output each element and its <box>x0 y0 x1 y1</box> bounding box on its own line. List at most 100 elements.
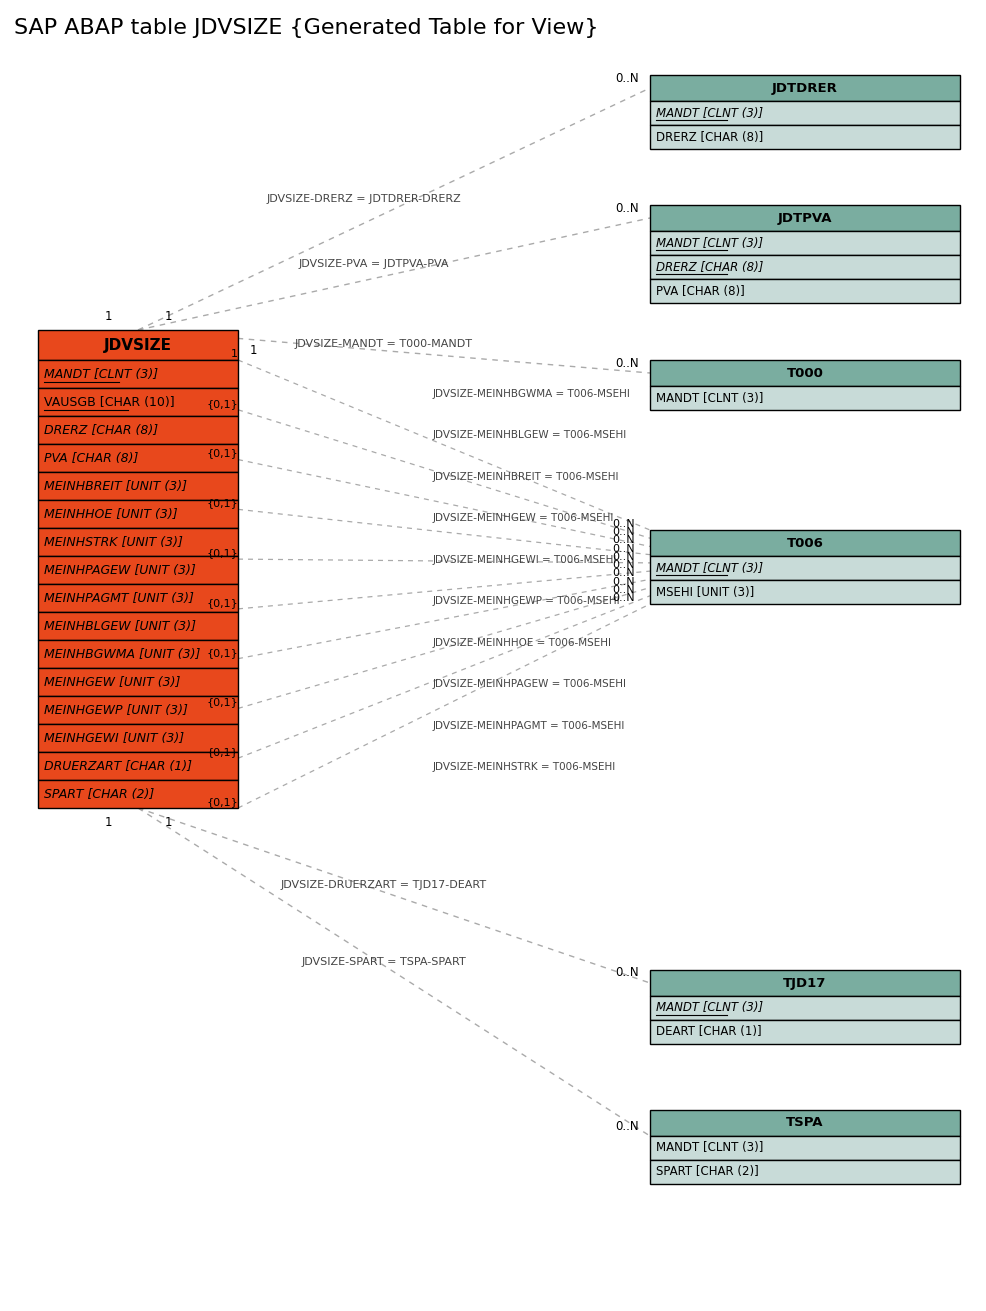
Text: 0..N: 0..N <box>611 593 634 603</box>
Text: MEINHBREIT [UNIT (3)]: MEINHBREIT [UNIT (3)] <box>44 480 186 493</box>
Bar <box>650 556 959 579</box>
Text: PVA [CHAR (8)]: PVA [CHAR (8)] <box>44 451 138 464</box>
Text: 1: 1 <box>164 815 172 829</box>
Bar <box>650 579 959 604</box>
Text: {0,1}: {0,1} <box>206 697 238 708</box>
Text: MANDT [CLNT (3)]: MANDT [CLNT (3)] <box>656 236 762 249</box>
Bar <box>38 669 238 696</box>
Bar <box>38 780 238 808</box>
Text: MEINHGEW [UNIT (3)]: MEINHGEW [UNIT (3)] <box>44 675 180 688</box>
Text: 0..N: 0..N <box>611 519 634 530</box>
Text: MEINHGEWI [UNIT (3)]: MEINHGEWI [UNIT (3)] <box>44 732 184 745</box>
Text: JDVSIZE-SPART = TSPA-SPART: JDVSIZE-SPART = TSPA-SPART <box>302 957 466 968</box>
Bar <box>650 75 959 101</box>
Text: JDVSIZE-MEINHGEW = T006-MSEHI: JDVSIZE-MEINHGEW = T006-MSEHI <box>432 514 613 523</box>
Text: {0,1}: {0,1} <box>206 448 238 459</box>
Bar <box>650 530 959 556</box>
Text: {0,1}: {0,1} <box>206 648 238 658</box>
Text: 0..N: 0..N <box>611 552 634 562</box>
Bar <box>650 1020 959 1044</box>
Text: TSPA: TSPA <box>786 1117 823 1130</box>
Text: 0..N: 0..N <box>614 202 638 215</box>
Bar <box>650 231 959 256</box>
Text: MSEHI [UNIT (3)]: MSEHI [UNIT (3)] <box>656 586 753 599</box>
Text: T006: T006 <box>786 536 822 549</box>
Text: JDVSIZE-MEINHGEWP = T006-MSEHI: JDVSIZE-MEINHGEWP = T006-MSEHI <box>432 597 619 606</box>
Text: 0..N: 0..N <box>611 585 634 595</box>
Bar <box>38 499 238 528</box>
Text: 0..N: 0..N <box>611 560 634 570</box>
Text: DEART [CHAR (1)]: DEART [CHAR (1)] <box>656 1025 761 1038</box>
Text: 0..N: 0..N <box>611 535 634 545</box>
Text: JDVSIZE-MEINHPAGMT = T006-MSEHI: JDVSIZE-MEINHPAGMT = T006-MSEHI <box>432 721 624 730</box>
Bar <box>650 1137 959 1160</box>
Bar <box>38 416 238 444</box>
Text: 1: 1 <box>105 815 111 829</box>
Text: JDVSIZE-DRUERZART = TJD17-DEART: JDVSIZE-DRUERZART = TJD17-DEART <box>281 881 486 890</box>
Text: {0,1}: {0,1} <box>206 399 238 409</box>
Text: JDVSIZE: JDVSIZE <box>104 337 172 353</box>
Text: MANDT [CLNT (3)]: MANDT [CLNT (3)] <box>656 106 762 119</box>
Text: MEINHSTRK [UNIT (3)]: MEINHSTRK [UNIT (3)] <box>44 535 182 548</box>
Bar <box>650 205 959 231</box>
Bar <box>650 361 959 385</box>
Text: MANDT [CLNT (3)]: MANDT [CLNT (3)] <box>44 367 158 380</box>
Bar <box>38 444 238 472</box>
Bar <box>650 125 959 149</box>
Text: SAP ABAP table JDVSIZE {Generated Table for View}: SAP ABAP table JDVSIZE {Generated Table … <box>14 18 598 38</box>
Text: JDVSIZE-MEINHPAGEW = T006-MSEHI: JDVSIZE-MEINHPAGEW = T006-MSEHI <box>432 679 625 690</box>
Text: 0..N: 0..N <box>614 1120 638 1133</box>
Text: JDVSIZE-MEINHBLGEW = T006-MSEHI: JDVSIZE-MEINHBLGEW = T006-MSEHI <box>432 430 626 440</box>
Text: {0,1}: {0,1} <box>206 797 238 808</box>
Text: MEINHBGWMA [UNIT (3)]: MEINHBGWMA [UNIT (3)] <box>44 648 200 661</box>
Text: PVA [CHAR (8)]: PVA [CHAR (8)] <box>656 284 744 298</box>
Text: JDTPVA: JDTPVA <box>777 211 831 224</box>
Bar <box>650 256 959 279</box>
Text: JDVSIZE-MEINHHOE = T006-MSEHI: JDVSIZE-MEINHHOE = T006-MSEHI <box>432 637 610 648</box>
Text: JDVSIZE-PVA = JDTPVA-PVA: JDVSIZE-PVA = JDTPVA-PVA <box>299 260 449 269</box>
Text: JDVSIZE-MEINHBREIT = T006-MSEHI: JDVSIZE-MEINHBREIT = T006-MSEHI <box>432 472 618 482</box>
Bar <box>38 472 238 499</box>
Text: JDTDRER: JDTDRER <box>771 81 837 94</box>
Text: MANDT [CLNT (3)]: MANDT [CLNT (3)] <box>656 561 762 574</box>
Text: DRUERZART [CHAR (1)]: DRUERZART [CHAR (1)] <box>44 759 192 772</box>
Text: T000: T000 <box>786 367 822 379</box>
Text: 0..N: 0..N <box>614 357 638 370</box>
Text: JDVSIZE-MEINHGEWI = T006-MSEHI: JDVSIZE-MEINHGEWI = T006-MSEHI <box>432 555 616 565</box>
Bar <box>38 388 238 416</box>
Bar <box>38 640 238 669</box>
Text: MEINHPAGEW [UNIT (3)]: MEINHPAGEW [UNIT (3)] <box>44 564 195 577</box>
Text: {0,1}: {0,1} <box>206 498 238 509</box>
Text: TJD17: TJD17 <box>783 977 826 990</box>
Text: SPART [CHAR (2)]: SPART [CHAR (2)] <box>44 788 154 801</box>
Text: 0..N: 0..N <box>614 966 638 979</box>
Text: DRERZ [CHAR (8)]: DRERZ [CHAR (8)] <box>44 423 158 437</box>
Bar <box>38 724 238 753</box>
Text: 0..N: 0..N <box>611 569 634 578</box>
Bar <box>650 101 959 125</box>
Bar <box>38 330 238 361</box>
Bar <box>38 753 238 780</box>
Text: MEINHHOE [UNIT (3)]: MEINHHOE [UNIT (3)] <box>44 507 177 520</box>
Text: DRERZ [CHAR (8)]: DRERZ [CHAR (8)] <box>656 131 762 143</box>
Text: 0..N: 0..N <box>611 577 634 586</box>
Text: DRERZ [CHAR (8)]: DRERZ [CHAR (8)] <box>656 261 762 274</box>
Bar <box>38 583 238 612</box>
Text: JDVSIZE-MEINHSTRK = T006-MSEHI: JDVSIZE-MEINHSTRK = T006-MSEHI <box>432 762 615 772</box>
Text: MANDT [CLNT (3)]: MANDT [CLNT (3)] <box>656 1142 762 1155</box>
Text: MEINHBLGEW [UNIT (3)]: MEINHBLGEW [UNIT (3)] <box>44 620 196 632</box>
Bar <box>38 556 238 583</box>
Bar <box>650 279 959 303</box>
Text: 1: 1 <box>164 309 172 323</box>
Text: 1: 1 <box>249 343 257 357</box>
Text: MANDT [CLNT (3)]: MANDT [CLNT (3)] <box>656 392 762 405</box>
Text: JDVSIZE-MANDT = T000-MANDT: JDVSIZE-MANDT = T000-MANDT <box>295 338 472 349</box>
Bar <box>650 970 959 996</box>
Text: VAUSGB [CHAR (10)]: VAUSGB [CHAR (10)] <box>44 396 175 409</box>
Text: 0..N: 0..N <box>614 72 638 84</box>
Text: JDVSIZE-DRERZ = JDTDRER-DRERZ: JDVSIZE-DRERZ = JDTDRER-DRERZ <box>266 194 460 205</box>
Text: 0..N: 0..N <box>611 544 634 553</box>
Bar <box>650 1110 959 1137</box>
Bar <box>38 528 238 556</box>
Text: {0,1}: {0,1} <box>206 747 238 758</box>
